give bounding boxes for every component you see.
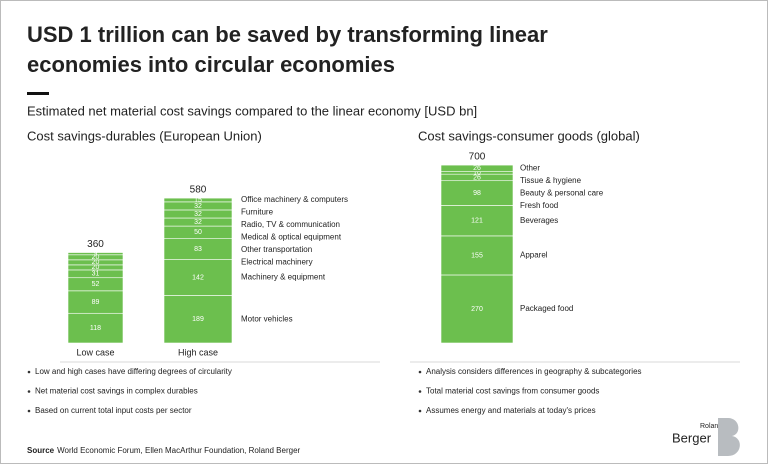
series-label: Other transportation: [241, 245, 312, 254]
value-label: 9: [94, 251, 98, 258]
value-label: 20: [92, 264, 100, 271]
bullet: [418, 390, 422, 393]
title-line: USD 1 trillion can be saved by transform…: [27, 22, 548, 47]
bar-segment: [163, 295, 233, 344]
series-label: Beauty & personal care: [520, 188, 604, 197]
subtitle: Estimated net material cost savings comp…: [27, 103, 477, 118]
value-label: 270: [471, 306, 483, 313]
value-label: 26: [473, 174, 481, 181]
note: Total material cost savings from consume…: [426, 387, 599, 396]
bar-segment: [440, 205, 514, 237]
bullet: [418, 409, 422, 413]
value-label: 52: [92, 281, 100, 288]
total-label: 700: [469, 152, 486, 163]
source-label: Source: [27, 446, 55, 455]
category-label: High case: [178, 347, 218, 357]
total-label: 580: [190, 185, 207, 196]
source: Source World Economic Forum, Ellen MacArt…: [27, 446, 301, 455]
value-label: 32: [194, 219, 202, 226]
value-label: 98: [473, 190, 481, 197]
note: Assumes energy and materials at today's …: [426, 406, 596, 415]
bullet: [418, 370, 422, 374]
value-label: 121: [471, 217, 483, 224]
category-label: Low case: [76, 347, 114, 357]
bar-segment: [440, 274, 514, 344]
logo-mark: [718, 418, 740, 456]
bar-segment: [440, 164, 514, 172]
bar-segment: [67, 252, 124, 256]
value-label: 189: [192, 316, 204, 323]
series-label: Machinery & equipment: [241, 273, 326, 282]
note: Based on current total input costs per s…: [35, 406, 192, 415]
bar-segment: [440, 235, 514, 276]
series-label: Office machinery & computers: [241, 195, 348, 204]
value-label: 32: [194, 203, 202, 210]
value-label: 50: [194, 229, 202, 236]
series-label: Radio, TV & communication: [241, 220, 340, 229]
value-label: 20: [92, 254, 100, 261]
note: Analysis considers differences in geogra…: [426, 367, 642, 376]
value-label: 142: [192, 274, 204, 281]
series-label: Tissue & hygiene: [520, 176, 582, 185]
source-text: World Economic Forum, Ellen MacArthur Fo…: [57, 446, 300, 455]
series-label: Medical & optical equipment: [241, 233, 342, 242]
note: Low and high cases have differing degree…: [35, 367, 232, 376]
value-label: 89: [92, 299, 100, 306]
bullet: [27, 370, 31, 374]
value-label: 155: [471, 252, 483, 259]
chart-title: Cost savings-consumer goods (global): [418, 128, 640, 143]
value-label: 20: [92, 259, 100, 266]
series-label: Motor vehicles: [241, 314, 293, 323]
series-label: Packaged food: [520, 304, 573, 313]
bar-segment: [440, 180, 514, 206]
series-label: Other: [520, 163, 540, 172]
bullet: [27, 409, 31, 413]
bar-segment: [163, 197, 233, 203]
value-label: 118: [90, 325, 101, 332]
bar-segment: [163, 259, 233, 296]
logo-small: Roland: [700, 423, 722, 430]
value-label: 31: [92, 271, 100, 278]
value-label: 15: [194, 197, 202, 204]
bullet: [27, 390, 31, 393]
series-label: Fresh food: [520, 201, 558, 210]
value-label: 10: [473, 170, 481, 177]
series-label: Electrical machinery: [241, 258, 313, 267]
chart-title: Cost savings-durables (European Union): [27, 128, 262, 143]
title-rule: [27, 92, 49, 95]
series-label: Apparel: [520, 251, 548, 260]
series-label: Furniture: [241, 208, 274, 217]
title-line: economies into circular economies: [27, 52, 395, 77]
value-label: 26: [473, 165, 481, 172]
value-label: 32: [194, 211, 202, 218]
series-label: Beverages: [520, 216, 558, 225]
total-label: 360: [87, 239, 104, 250]
note: Net material cost savings in complex dur…: [35, 387, 198, 396]
logo-main: Berger: [672, 430, 712, 445]
value-label: 83: [194, 246, 202, 253]
